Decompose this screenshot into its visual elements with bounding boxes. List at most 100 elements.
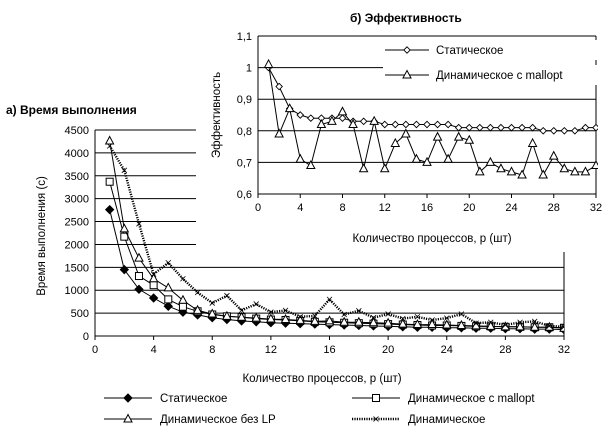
b-legend-item-динамическое-с-mallopt: Динамическое с mallopt xyxy=(383,65,599,85)
a-y-tick-labels: 0 500 1000 1500 2000 2500 3000 3500 4000 4500 xyxy=(65,125,89,343)
a-point-динамическое-с-mallopt-3 xyxy=(149,281,158,290)
b-point-статическое-15 xyxy=(423,120,431,129)
a-legend-item-динамическое-с-mallopt: Динамическое с mallopt xyxy=(352,393,535,405)
b-point-статическое-7 xyxy=(338,114,347,122)
a-y-tick-label-4: 2000 xyxy=(65,239,89,251)
b-point-динамическое-с-mallopt-5 xyxy=(316,118,327,128)
a-point-динамическое-без-lp-27 xyxy=(500,321,511,331)
b-point-динамическое-с-mallopt-24 xyxy=(517,169,527,179)
b-point-статическое-21 xyxy=(486,123,495,132)
a-point-динамическое-22 xyxy=(429,317,435,323)
b-point-статическое-17 xyxy=(444,120,452,129)
a-point-динамическое-25 xyxy=(473,320,479,326)
b-legend-label-динамическое-с-mallopt: Динамическое с mallopt xyxy=(436,70,563,82)
a-point-динамическое-без-lp-10 xyxy=(251,312,262,322)
b-point-динамическое-с-mallopt-16 xyxy=(432,131,443,141)
a-point-динамическое-29 xyxy=(531,318,538,325)
a-point-динамическое-без-lp-24 xyxy=(456,319,467,329)
b-point-динамическое-с-mallopt-29 xyxy=(570,166,580,176)
b-point-динамическое-с-mallopt-21 xyxy=(485,156,496,166)
b-point-статическое-30 xyxy=(581,123,590,132)
a-point-динамическое-27 xyxy=(502,322,509,328)
b-point-динамическое-с-mallopt-10 xyxy=(369,115,380,125)
b-x-tick-label-5: 20 xyxy=(463,202,475,214)
a-point-динамическое-без-lp-22 xyxy=(427,318,437,329)
b-y-tick-label-1: 0,7 xyxy=(237,157,252,169)
b-point-статическое-11 xyxy=(380,120,389,129)
b-point-динамическое-с-mallopt-17 xyxy=(443,153,453,163)
a-legend: Статическое Динамическое с mallopt Динамич… xyxy=(104,393,535,426)
a-point-динамическое-21 xyxy=(414,313,421,320)
a-point-динамическое-6 xyxy=(194,289,201,296)
a-point-динамическое-4 xyxy=(165,259,172,266)
a-point-динамическое-без-lp-9 xyxy=(236,311,247,321)
b-point-динамическое-с-mallopt-26 xyxy=(538,169,549,179)
a-point-динамическое-без-lp-4 xyxy=(163,282,174,292)
b-point-статическое-3 xyxy=(296,111,305,119)
a-point-динамическое-5 xyxy=(180,275,186,282)
a-point-статическое-4 xyxy=(163,301,173,311)
b-point-динамическое-с-mallopt-2 xyxy=(284,103,295,113)
a-point-динамическое-без-lp-21 xyxy=(412,318,423,329)
a-legend-label-динамическое: Динамическое xyxy=(408,414,485,426)
b-series-динамическое-с-mallopt xyxy=(263,58,598,179)
a-legend-item-динамическое: Динамическое xyxy=(352,414,485,426)
b-y-tick-label-3: 0,9 xyxy=(237,94,252,106)
b-y-axis-label: Эффективность xyxy=(211,72,223,158)
a-point-динамическое-без-lp-3 xyxy=(148,273,159,283)
a-point-динамическое-26 xyxy=(487,319,494,326)
b-legend: Статическое Динамическое с mallopt xyxy=(383,40,599,85)
a-point-динамическое-без-lp-2 xyxy=(134,252,144,262)
a-point-динамическое-без-lp-18 xyxy=(368,317,379,327)
a-point-динамическое-с-mallopt-2 xyxy=(134,272,143,281)
a-point-динамическое-без-lp-29 xyxy=(529,321,540,331)
a-y-tick-label-5: 2500 xyxy=(65,217,89,229)
a-legend-marker-динамическое xyxy=(373,416,379,422)
a-point-динамическое-без-lp-1 xyxy=(119,223,130,233)
b-point-статическое-20 xyxy=(475,123,484,132)
a-point-динамическое-без-lp-20 xyxy=(397,318,408,328)
b-y-tick-labels: 0,6 0,7 0,8 0,9 1 1,1 xyxy=(237,31,252,201)
a-legend-marker-динамическое-без-lp xyxy=(123,413,133,423)
b-series-group xyxy=(263,58,598,179)
a-x-tick-labels: 0 4 8 12 16 20 24 28 32 xyxy=(92,344,570,356)
a-point-динамическое-11 xyxy=(268,309,274,315)
a-point-динамическое-20 xyxy=(399,315,406,322)
b-point-динамическое-с-mallopt-27 xyxy=(548,150,559,160)
b-y-tick-label-2: 0,8 xyxy=(237,126,252,138)
b-x-tick-label-7: 28 xyxy=(548,202,560,214)
a-point-динамическое-без-lp-7 xyxy=(207,308,218,318)
a-point-динамическое-0 xyxy=(106,143,113,149)
a-point-динамическое-с-mallopt-5 xyxy=(178,302,187,311)
a-y-tick-label-6: 3000 xyxy=(65,194,89,206)
a-point-динамическое-8 xyxy=(224,292,230,299)
a-point-динамическое-30 xyxy=(546,323,553,329)
b-point-динамическое-с-mallopt-20 xyxy=(474,166,485,176)
b-point-динамическое-с-mallopt-9 xyxy=(358,163,369,173)
b-x-tick-labels: 0 4 8 12 16 20 24 28 32 xyxy=(255,202,602,214)
b-point-динамическое-с-mallopt-1 xyxy=(274,128,284,138)
a-point-динамическое-без-lp-17 xyxy=(353,316,364,326)
a-point-динамическое-без-lp-13 xyxy=(295,314,306,324)
b-point-статическое-19 xyxy=(465,123,474,132)
b-legend-bg-1 xyxy=(383,65,599,85)
b-point-статическое-13 xyxy=(402,120,410,129)
a-x-tick-label-7: 28 xyxy=(499,344,511,356)
b-point-статическое-12 xyxy=(391,120,400,129)
a-line-динамическое xyxy=(108,145,564,328)
a-x-tick-label-0: 0 xyxy=(92,344,98,356)
b-point-статическое-29 xyxy=(571,126,579,135)
a-legend-label-динамическое-с-mallopt: Динамическое с mallopt xyxy=(408,393,535,405)
b-point-статическое-16 xyxy=(433,120,442,129)
a-x-axis-label: Количество процессов, p (шт) xyxy=(242,373,401,385)
b-point-статическое-22 xyxy=(497,123,505,132)
a-point-динамическое-24 xyxy=(458,311,465,317)
a-x-tick-label-5: 20 xyxy=(382,344,394,356)
b-x-tick-label-4: 16 xyxy=(421,202,433,214)
b-point-динамическое-с-mallopt-25 xyxy=(527,137,538,147)
a-point-динамическое-16 xyxy=(341,311,347,318)
a-point-статическое-1 xyxy=(119,264,130,275)
a-y-axis-label: Время выполнения (с) xyxy=(36,176,48,296)
b-x-axis-label: Количество процессов, p (шт) xyxy=(352,233,511,245)
b-point-статическое-1 xyxy=(275,82,283,91)
